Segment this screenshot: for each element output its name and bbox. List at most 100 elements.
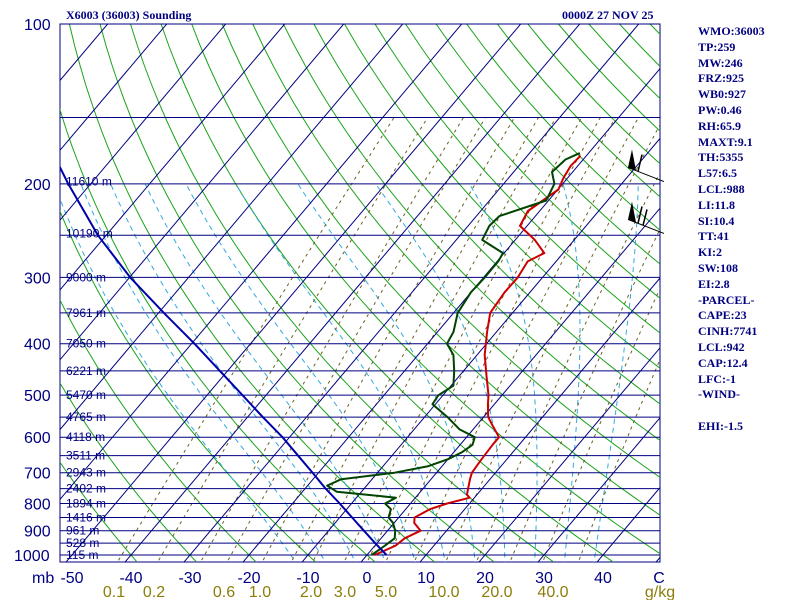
height-label: 2402 m [66, 482, 106, 496]
moist-adiabat [375, 183, 506, 562]
mixing-ratio-line [366, 117, 601, 562]
height-label: 528 m [66, 536, 99, 550]
isotherm-line [60, 24, 109, 82]
moist-adiabat [235, 183, 446, 562]
barb-staff [627, 167, 665, 182]
index-line: KI:2 [698, 245, 722, 260]
height-label: 1894 m [66, 497, 106, 511]
index-line: EHI:-1.5 [698, 418, 743, 433]
index-line: CINH:7741 [698, 324, 758, 339]
moist-adiabat [110, 183, 356, 562]
mixing-ratio-tick-label: 40.0 [537, 584, 568, 600]
dewpoint-trace [326, 152, 581, 556]
isotherm-line [60, 24, 404, 431]
index-line: LCL:988 [698, 181, 745, 196]
height-label: 4118 m [66, 430, 105, 444]
index-line: -PARCEL- [698, 292, 755, 307]
pressure-tick-label: 700 [24, 466, 51, 483]
temperature-tick-label: -40 [119, 570, 142, 587]
height-label: 11610 m [66, 175, 112, 189]
dry-adiabat [60, 381, 198, 562]
mixing-ratio-tick-label: 0.2 [143, 584, 165, 600]
pressure-tick-label: 200 [24, 177, 51, 194]
index-line: CAPE:23 [698, 308, 747, 323]
station-title: X6003 (36003) Sounding [66, 8, 192, 22]
isotherm-line [124, 24, 581, 562]
index-line: TP:259 [698, 39, 736, 54]
isotherm-line [60, 24, 286, 291]
temperature-unit-label: C [653, 570, 665, 587]
index-line: TH:5355 [698, 150, 744, 165]
isotherm-line [65, 24, 522, 562]
index-line: LI:11.8 [698, 197, 736, 212]
index-line: CAP:12.4 [698, 355, 748, 370]
height-label: 2943 m [66, 466, 106, 480]
mixing-ratio-tick-label: 10.0 [428, 584, 459, 600]
index-line: EI:2.8 [698, 276, 730, 291]
dry-adiabat [60, 461, 138, 562]
dry-adiabat [60, 298, 257, 562]
dry-adiabat [129, 24, 555, 562]
temperature-tick-label: 30 [535, 570, 553, 587]
barb-feather [642, 209, 648, 226]
index-line [698, 403, 765, 419]
isotherm-line [60, 24, 227, 221]
sounding-profiles [60, 152, 582, 556]
temperature-tick-label: -50 [60, 570, 83, 587]
isotherm-line [60, 24, 168, 152]
pressure-tick-label: 500 [24, 388, 51, 405]
pressure-tick-label: 900 [24, 524, 51, 541]
mixing-ratio-tick-label: 1.0 [249, 584, 271, 600]
mixing-ratio-lines [116, 117, 660, 562]
pressure-tick-label: 400 [24, 337, 51, 354]
index-line: WB0:927 [698, 87, 746, 102]
mixing-ratio-tick-label: 20.0 [481, 584, 512, 600]
moist-adiabat [185, 183, 416, 562]
height-label: 115 m [66, 548, 98, 562]
parcel-trace [60, 165, 388, 556]
index-line: WMO:36003 [698, 24, 765, 38]
sounding-time: 0000Z 27 NOV 25 [562, 8, 654, 22]
temperature-tick-label: -30 [178, 570, 201, 587]
index-line: -WIND- [698, 387, 740, 402]
pressure-tick-label: 800 [24, 497, 51, 514]
moist-adiabat [60, 197, 297, 562]
index-line: MW:246 [698, 55, 743, 70]
dry-adiabat [99, 24, 495, 562]
isotherms [60, 24, 660, 562]
height-label: 961 m [66, 524, 99, 538]
temperature-tick-label: 20 [476, 570, 494, 587]
height-label: 4765 m [66, 410, 106, 424]
isotherm-line [60, 24, 345, 361]
pressure-tick-label: 300 [24, 270, 51, 287]
mixing-ratio-line [413, 117, 639, 562]
isotherm-line [301, 137, 660, 562]
mixing-ratio-tick-label: 0.1 [103, 584, 125, 600]
moist-adiabat [144, 183, 386, 562]
height-label: 5470 m [66, 388, 106, 402]
pressure-tick-label: 100 [24, 17, 51, 34]
temperature-tick-label: 40 [594, 570, 612, 587]
temperature-tick-label: 0 [363, 570, 372, 587]
mixing-ratio-tick-label: 0.6 [213, 584, 235, 600]
index-line: PW:0.46 [698, 102, 742, 117]
mixing-ratio-line [116, 117, 395, 562]
dry-adiabat [60, 209, 317, 562]
stability-index-panel: WMO:36003 TP:259 MW:246 FRZ:925 WB0:927 PW:0.… [698, 24, 765, 435]
pressure-unit-label: mb [32, 570, 54, 587]
height-label: 10190 m [66, 226, 113, 240]
mixing-ratio-unit-label: g/kg [645, 584, 675, 600]
isotherm-line [183, 24, 640, 562]
temperature-tick-label: -10 [296, 570, 319, 587]
temperature-tick-label: 10 [417, 570, 435, 587]
dry-adiabats [60, 24, 660, 562]
height-label: 9000 m [66, 270, 106, 284]
mixing-ratio-line [200, 117, 464, 562]
dry-adiabat [160, 24, 615, 562]
barb-feather [637, 154, 643, 172]
moist-adiabat [468, 183, 538, 562]
isotherm-line [360, 207, 660, 562]
dry-adiabat [588, 24, 660, 100]
